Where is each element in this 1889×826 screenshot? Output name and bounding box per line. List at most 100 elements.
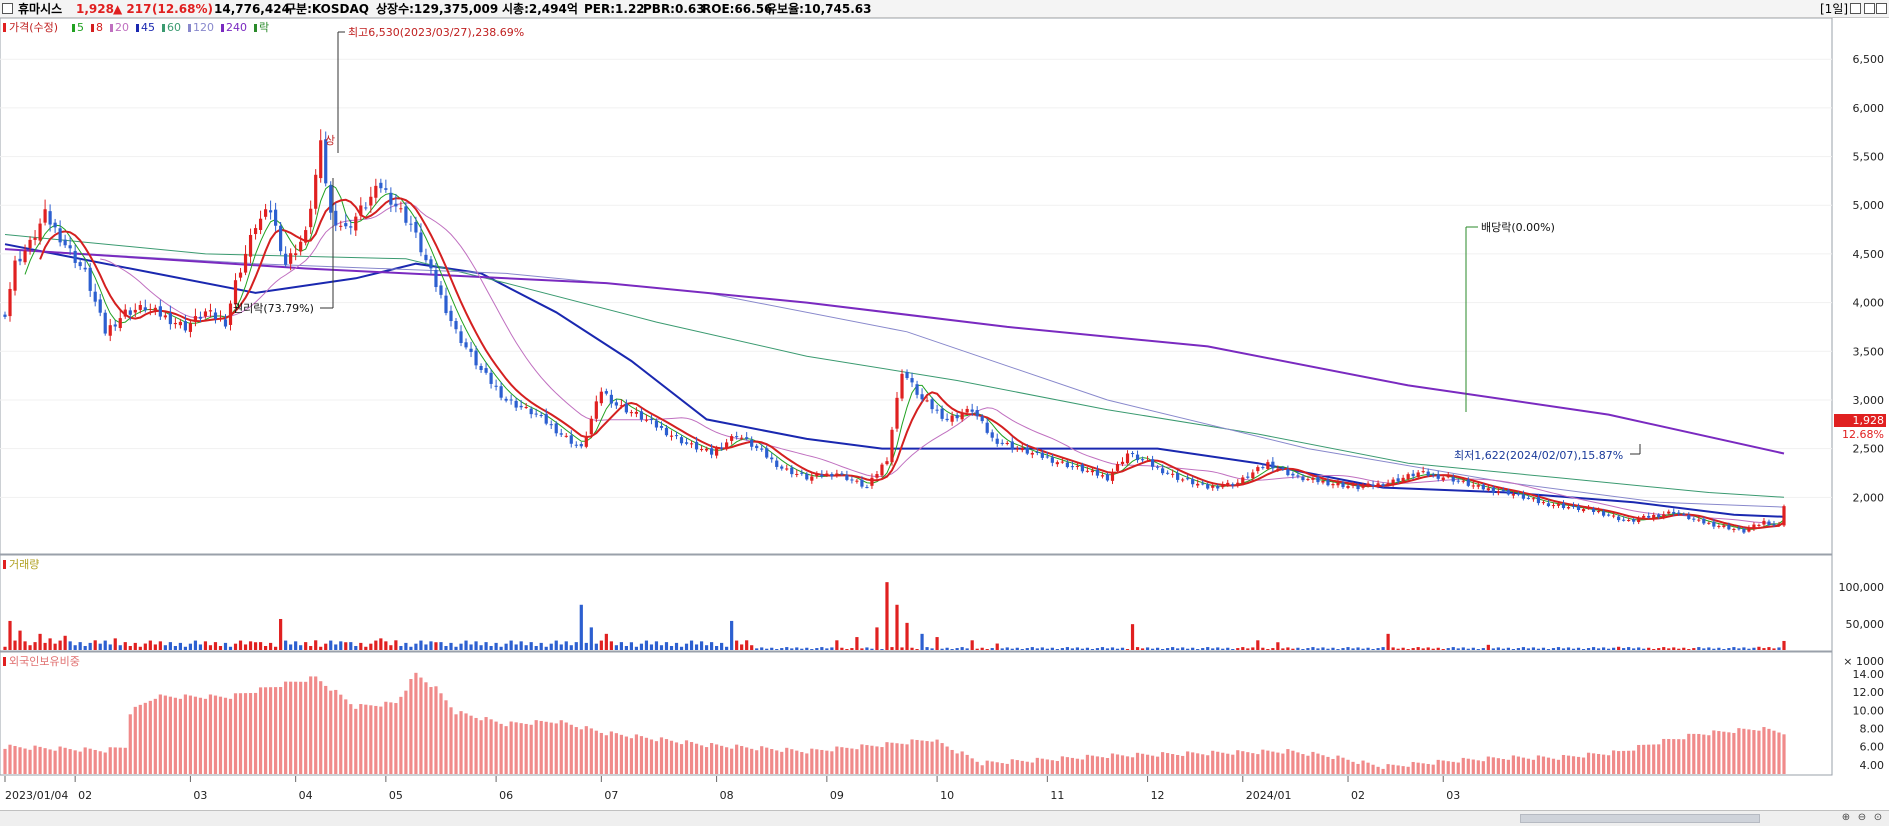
candle[interactable] <box>1416 470 1420 480</box>
volume-bar[interactable] <box>464 640 468 650</box>
foreign-ratio-bar[interactable] <box>955 753 959 774</box>
foreign-ratio-bar[interactable] <box>1045 759 1049 774</box>
volume-bar[interactable] <box>33 642 37 650</box>
candle[interactable] <box>1256 465 1260 474</box>
foreign-ratio-bar[interactable] <box>1166 753 1170 774</box>
candle[interactable] <box>1541 500 1546 505</box>
foreign-ratio-bar[interactable] <box>980 765 984 774</box>
foreign-ratio-bar[interactable] <box>544 721 548 774</box>
foreign-ratio-bar[interactable] <box>319 681 323 774</box>
volume-bar[interactable] <box>324 643 328 650</box>
candle[interactable] <box>659 421 664 431</box>
candle[interactable] <box>464 338 468 350</box>
volume-bar[interactable] <box>424 644 428 650</box>
candle[interactable] <box>1261 463 1265 470</box>
volume-bar[interactable] <box>409 646 413 650</box>
foreign-ratio-bar[interactable] <box>439 693 443 774</box>
volume-bar[interactable] <box>1762 648 1766 650</box>
candle[interactable] <box>579 442 583 449</box>
candle[interactable] <box>1010 437 1014 453</box>
volume-bar[interactable] <box>354 645 358 650</box>
foreign-ratio-bar[interactable] <box>699 745 704 774</box>
volume-bar[interactable] <box>1090 649 1095 650</box>
candle[interactable] <box>1276 465 1280 472</box>
foreign-ratio-bar[interactable] <box>1140 753 1145 774</box>
foreign-ratio-bar[interactable] <box>469 715 473 774</box>
candle[interactable] <box>1657 513 1661 520</box>
foreign-ratio-bar[interactable] <box>674 742 679 774</box>
candle[interactable] <box>1226 479 1230 487</box>
foreign-ratio-bar[interactable] <box>258 687 263 774</box>
volume-bar[interactable] <box>785 647 789 650</box>
candle[interactable] <box>504 396 508 403</box>
candle[interactable] <box>915 380 919 399</box>
volume-bar[interactable] <box>709 642 714 650</box>
volume-bar[interactable] <box>1637 647 1641 650</box>
candle[interactable] <box>1311 474 1315 483</box>
candle[interactable] <box>1396 474 1400 485</box>
foreign-ratio-bar[interactable] <box>805 753 809 774</box>
volume-bar[interactable] <box>1546 649 1551 650</box>
foreign-ratio-bar[interactable] <box>354 708 358 774</box>
volume-bar[interactable] <box>619 642 623 650</box>
foreign-ratio-bar[interactable] <box>1055 761 1059 774</box>
candle[interactable] <box>825 470 829 477</box>
candle[interactable] <box>103 309 107 336</box>
volume-bar[interactable] <box>780 648 784 650</box>
volume-bar[interactable] <box>679 646 684 650</box>
candle[interactable] <box>489 369 493 389</box>
candle[interactable] <box>870 473 874 489</box>
candle[interactable] <box>529 406 533 419</box>
volume-bar[interactable] <box>810 649 814 650</box>
candle[interactable] <box>38 218 42 245</box>
volume-bar[interactable] <box>765 648 769 650</box>
volume-bar[interactable] <box>404 642 408 650</box>
volume-bar[interactable] <box>1271 648 1275 650</box>
foreign-ratio-bar[interactable] <box>835 746 839 774</box>
volume-bar[interactable] <box>1677 648 1681 650</box>
candle[interactable] <box>860 476 864 489</box>
volume-bar[interactable] <box>745 640 749 650</box>
foreign-ratio-bar[interactable] <box>1120 755 1125 774</box>
volume-bar[interactable] <box>1030 647 1034 650</box>
volume-bar[interactable] <box>1040 647 1044 650</box>
volume-bar[interactable] <box>564 641 568 650</box>
zoom-out-icon[interactable]: ⊖ <box>1857 812 1867 823</box>
candle[interactable] <box>1316 474 1320 485</box>
volume-bar[interactable] <box>684 643 689 650</box>
volume-bar[interactable] <box>529 642 533 650</box>
foreign-ratio-bar[interactable] <box>38 746 42 774</box>
volume-bar[interactable] <box>474 641 478 650</box>
candle[interactable] <box>1622 516 1626 522</box>
candle[interactable] <box>770 452 774 463</box>
volume-bar[interactable] <box>1381 647 1385 650</box>
volume-bar[interactable] <box>1732 647 1736 650</box>
volume-bar[interactable] <box>755 648 759 650</box>
foreign-ratio-bar[interactable] <box>1296 752 1300 774</box>
foreign-ratio-bar[interactable] <box>1566 755 1571 774</box>
foreign-ratio-bar[interactable] <box>770 749 774 774</box>
candle[interactable] <box>1191 476 1195 488</box>
candle[interactable] <box>1286 465 1290 477</box>
volume-bar[interactable] <box>1110 647 1115 650</box>
candle[interactable] <box>1732 527 1736 533</box>
foreign-ratio-bar[interactable] <box>629 738 634 774</box>
volume-bar[interactable] <box>1095 648 1100 650</box>
volume-bar[interactable] <box>1000 648 1004 650</box>
candle[interactable] <box>735 431 739 440</box>
volume-bar[interactable] <box>980 647 984 650</box>
candle[interactable] <box>404 202 408 226</box>
candle[interactable] <box>83 260 87 272</box>
foreign-ratio-bar[interactable] <box>609 731 613 774</box>
volume-bar[interactable] <box>394 640 398 650</box>
foreign-ratio-bar[interactable] <box>68 749 72 774</box>
volume-bar[interactable] <box>329 640 333 650</box>
foreign-ratio-bar[interactable] <box>1186 751 1190 774</box>
candle[interactable] <box>1065 459 1069 469</box>
volume-bar[interactable] <box>1276 642 1280 650</box>
foreign-ratio-bar[interactable] <box>1351 761 1355 774</box>
foreign-ratio-bar[interactable] <box>48 749 52 774</box>
candle[interactable] <box>294 244 298 261</box>
volume-bar[interactable] <box>1426 647 1430 650</box>
foreign-ratio-bar[interactable] <box>369 705 373 774</box>
